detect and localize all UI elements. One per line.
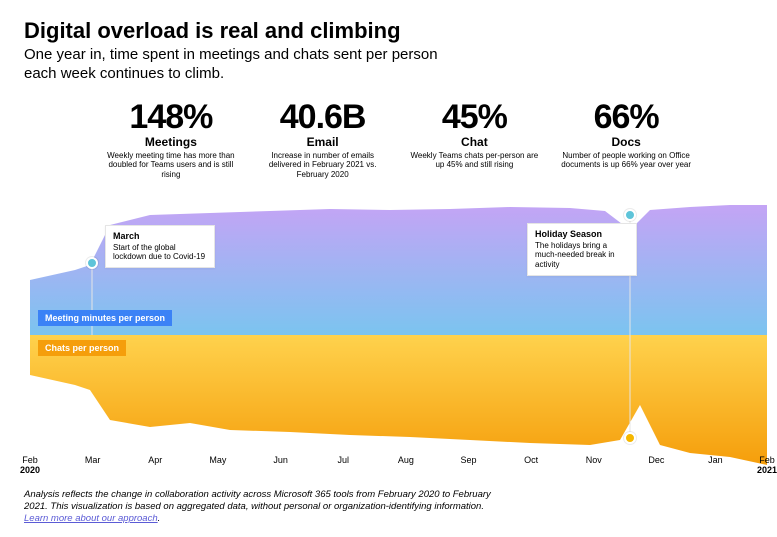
callout-body: The holidays bring a much-needed break i… [535, 241, 615, 269]
stat-desc: Increase in number of emails delivered i… [258, 151, 388, 180]
marker-dot [624, 209, 636, 221]
x-tick: Nov [586, 455, 602, 465]
callout-title: March [113, 231, 207, 242]
chats-area [30, 335, 767, 465]
footnote-text: Analysis reflects the change in collabor… [24, 489, 491, 512]
stat-email: 40.6B Email Increase in number of emails… [252, 98, 394, 180]
marker-dot [624, 432, 636, 444]
x-tick: Jun [273, 455, 288, 465]
stat-label: Meetings [100, 135, 242, 149]
stat-desc: Number of people working on Office docum… [561, 151, 691, 170]
x-tick: Feb2020 [20, 455, 40, 475]
x-tick: Jul [337, 455, 349, 465]
stat-label: Chat [404, 135, 546, 149]
callout-holiday: Holiday Season The holidays bring a much… [527, 223, 637, 276]
x-tick: Jan [708, 455, 723, 465]
x-tick: Apr [148, 455, 162, 465]
callout-march: March Start of the global lockdown due t… [105, 225, 215, 268]
x-tick: Feb2021 [757, 455, 777, 475]
stat-value: 148% [100, 98, 242, 137]
stat-label: Docs [555, 135, 697, 149]
x-tick: Oct [524, 455, 538, 465]
stat-value: 45% [404, 98, 546, 137]
legend-chats: Chats per person [38, 340, 126, 356]
stat-meetings: 148% Meetings Weekly meeting time has mo… [100, 98, 242, 180]
stats-row: 148% Meetings Weekly meeting time has mo… [0, 88, 777, 180]
stat-desc: Weekly Teams chats per-person are up 45%… [409, 151, 539, 170]
stat-chat: 45% Chat Weekly Teams chats per-person a… [404, 98, 546, 180]
x-tick: Aug [398, 455, 414, 465]
stat-value: 66% [555, 98, 697, 137]
stat-label: Email [252, 135, 394, 149]
header: Digital overload is real and climbing On… [0, 0, 777, 88]
x-tick: Sep [460, 455, 476, 465]
x-tick: Dec [648, 455, 664, 465]
legend-meetings: Meeting minutes per person [38, 310, 172, 326]
x-axis: Feb2020MarAprMayJunJulAugSepOctNovDecJan… [30, 455, 767, 485]
stat-docs: 66% Docs Number of people working on Off… [555, 98, 697, 180]
page-title: Digital overload is real and climbing [24, 18, 753, 44]
footnote: Analysis reflects the change in collabor… [24, 489, 504, 525]
x-tick: Mar [85, 455, 101, 465]
callout-body: Start of the global lockdown due to Covi… [113, 243, 205, 262]
stat-value: 40.6B [252, 98, 394, 137]
page-subtitle: One year in, time spent in meetings and … [24, 46, 444, 84]
chart-area: Meeting minutes per person Chats per per… [30, 205, 767, 465]
callout-title: Holiday Season [535, 229, 629, 240]
x-tick: May [209, 455, 226, 465]
marker-dot [86, 257, 98, 269]
stat-desc: Weekly meeting time has more than double… [106, 151, 236, 180]
footnote-link[interactable]: Learn more about our approach [24, 513, 158, 524]
